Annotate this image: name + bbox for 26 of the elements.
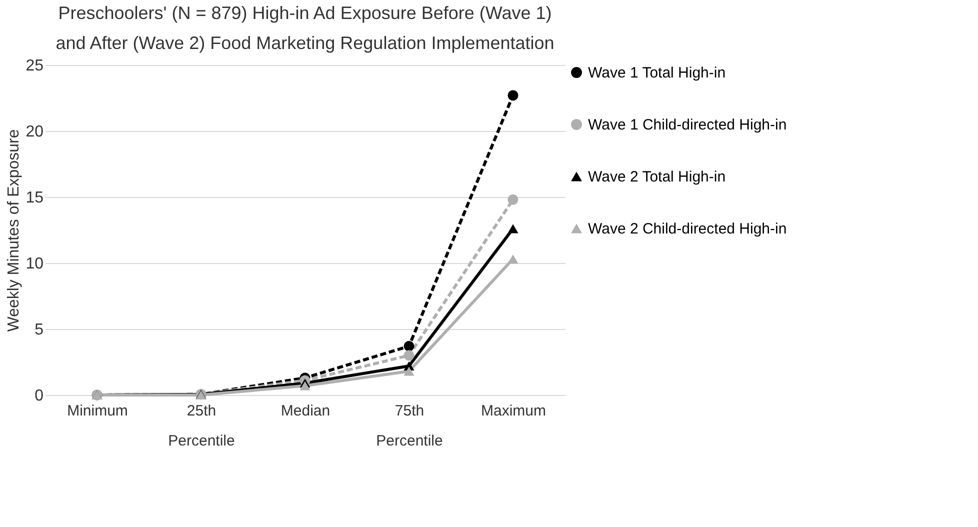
point [508,194,518,205]
y-tick-label: 0 [34,388,44,404]
text: and After (Wave 2) Food Marketing Regulation Implementation [56,33,554,53]
legend-label: Wave 1 Child-directed High-in [588,116,787,134]
x-tick-label: Minimum [67,402,128,420]
y-tick-label: 5 [34,322,44,338]
y-tick-label: 20 [26,124,44,140]
y-tick-label: 15 [26,190,44,206]
point [404,366,414,376]
y-axis-title: Weekly Minutes of Exposure [6,129,23,332]
point [508,254,518,264]
point [508,224,518,234]
x-tick-label: Maximum [480,402,546,420]
x-tick-label: Median [280,402,330,420]
point [300,381,310,390]
point [404,340,414,352]
y-tick-label: 25 [26,58,44,74]
x-tick-label: 75th Percentile [376,402,443,450]
legend-label: Wave 2 Child-directed High-in [588,220,787,238]
point [404,350,414,361]
y-tick-label: 10 [26,256,44,272]
point [508,90,518,101]
legend-label: Wave 1 Total High-in [588,64,726,82]
legend-label: Wave 2 Total High-in [588,168,726,186]
text: Preschoolers' (N = 879) High-in Ad Exposure Before (Wave 1) [58,3,552,23]
x-tick-label: 25th Percentile [168,402,235,450]
